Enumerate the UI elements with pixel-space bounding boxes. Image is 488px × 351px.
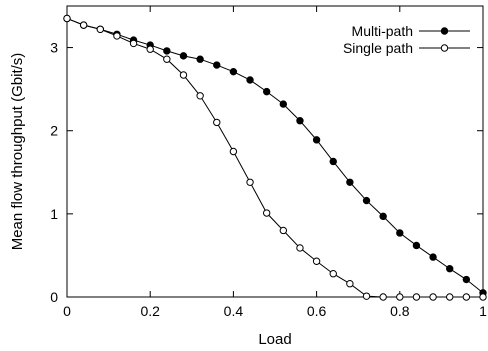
data-point: [179, 52, 188, 60]
data-point: [312, 257, 321, 265]
data-point: [196, 92, 204, 100]
data-point: [262, 209, 271, 217]
data-point: [446, 293, 454, 301]
plot-frame: [66, 5, 484, 298]
data-point: [279, 100, 288, 108]
x-tick-label: 0.4: [224, 303, 244, 319]
series-line: [66, 18, 484, 294]
data-point: [446, 265, 454, 273]
data-point: [462, 293, 471, 301]
data-point: [362, 292, 371, 300]
series-single-path: [63, 14, 487, 301]
data-point: [412, 241, 421, 250]
data-point: [246, 178, 254, 186]
y-tick-label: 1: [50, 206, 58, 222]
x-tick-label: 0: [63, 303, 71, 319]
data-point: [379, 212, 387, 221]
data-point: [262, 87, 271, 96]
data-point: [396, 229, 404, 237]
data-point: [113, 32, 121, 40]
data-point: [146, 45, 154, 53]
data-point: [429, 293, 437, 301]
data-point: [462, 275, 471, 284]
legend-item: Single path: [343, 40, 470, 56]
data-point: [396, 293, 404, 301]
series-line: [66, 18, 483, 298]
data-point: [179, 71, 188, 79]
series-layer: [63, 14, 487, 301]
axes: 0 0.2 0.4 0.6 0.8 1 0 1 2 3: [50, 5, 487, 319]
y-tick-label: 2: [50, 123, 58, 139]
x-axis-label: Load: [258, 331, 291, 348]
x-tick-label: 0.6: [307, 303, 327, 319]
y-tick-label: 0: [50, 289, 58, 305]
legend-marker: [440, 27, 449, 35]
x-tick-label: 1: [479, 303, 487, 319]
data-point: [296, 117, 304, 125]
data-point: [429, 253, 437, 261]
y-tick-label: 3: [50, 40, 58, 56]
x-tick-label: 0.8: [390, 303, 410, 319]
data-point: [312, 136, 321, 144]
y-axis-label: Mean flow throughput (Gbit/s): [9, 53, 26, 251]
data-point: [213, 61, 221, 69]
legend-label: Multi-path: [352, 23, 413, 39]
data-point: [196, 55, 204, 63]
x-tick-label: 0.2: [140, 303, 160, 319]
data-point: [329, 157, 337, 166]
data-point: [96, 25, 104, 33]
data-point: [163, 55, 171, 63]
data-point: [129, 39, 138, 48]
data-point: [329, 270, 337, 278]
legend-item: Multi-path: [352, 23, 470, 39]
data-point: [229, 147, 238, 156]
data-point: [79, 21, 88, 29]
data-point: [229, 67, 238, 76]
data-point: [163, 47, 171, 55]
data-point: [63, 14, 71, 23]
legend-label: Single path: [343, 40, 413, 56]
data-point: [296, 244, 304, 252]
legend-marker: [440, 44, 449, 52]
data-point: [412, 293, 421, 301]
data-point: [379, 293, 387, 301]
data-point: [362, 196, 371, 205]
series-multi-path: [63, 14, 487, 297]
data-point: [279, 226, 288, 235]
data-point: [346, 279, 354, 288]
data-point: [479, 293, 487, 301]
data-point: [213, 118, 221, 127]
data-point: [246, 76, 254, 84]
data-point: [346, 178, 354, 186]
